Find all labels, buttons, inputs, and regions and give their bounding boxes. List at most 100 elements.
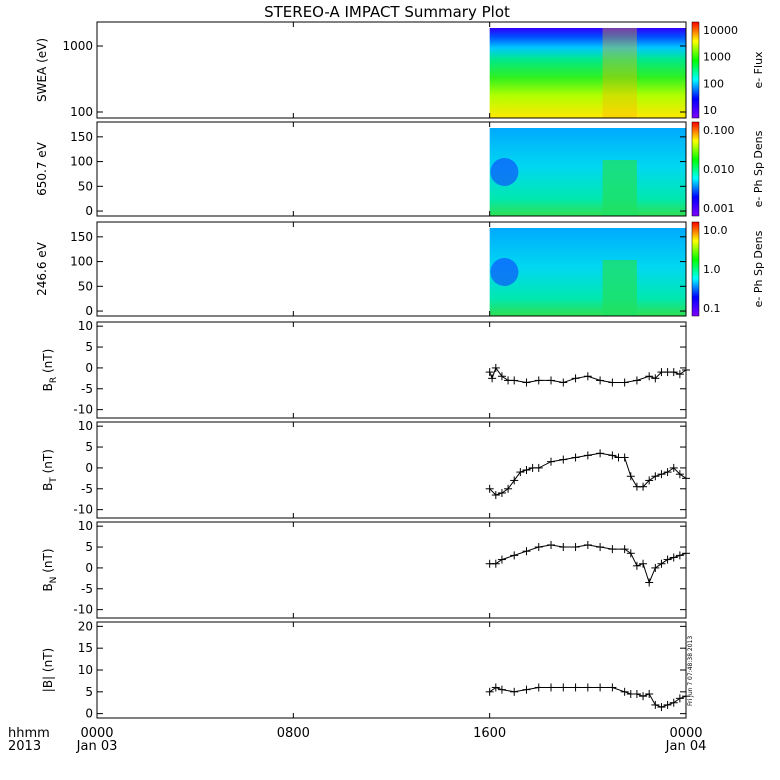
data-point [645,372,654,381]
x-tick-label-time: 1600 [473,726,506,741]
data-point [571,453,580,462]
panel-7: 0 5 10 15 20 |B| (nT) [41,619,690,721]
data-point [651,374,660,383]
y-tick-label: -5 [81,382,93,396]
data-point [491,559,500,568]
colorbar-tick-label: 0.001 [703,202,735,215]
y-tick-label: 150 [70,230,93,244]
data-point [485,368,494,377]
data-point [510,687,519,696]
colorbar-tick-label: 10 [703,104,717,117]
data-point [657,559,666,568]
y-tick-label: 15 [78,641,93,655]
data-point [522,685,531,694]
y-tick-label: 0 [85,304,93,318]
y-tick-label: 5 [85,440,93,454]
y-tick-label: 5 [85,685,93,699]
data-point [488,374,497,383]
data-point [534,543,543,552]
data-point [645,578,654,587]
data-point [608,683,617,692]
panel-frame [96,121,687,217]
data-point [682,692,690,701]
data-point [497,555,506,564]
y-tick-label: 0 [85,361,93,375]
data-point [583,540,592,549]
y-axis-label: BN (nT) [41,548,59,591]
data-point [626,549,635,558]
colorbar-tick-label: 0.010 [703,163,735,176]
y-tick-label: 5 [85,540,93,554]
colorbar-label: e- Ph Sp Dens [752,130,765,207]
spectrogram-1 [489,28,686,118]
data-point [547,376,556,385]
data-point [583,372,592,381]
data-point [675,551,684,560]
data-point [491,491,500,500]
panel-frame [96,421,687,519]
y-tick-label: 50 [78,279,93,293]
y-tick-label: 10 [78,319,93,333]
data-point [571,374,580,383]
data-point [675,470,684,479]
y-tick-label: 0 [85,204,93,218]
y-tick-label: 50 [78,179,93,193]
data-point [682,474,690,483]
spectrogram-fill [489,228,686,316]
data-point [596,376,605,385]
data-point [639,692,648,701]
data-point [682,549,690,558]
spectrogram-2 [489,128,686,216]
spectrogram-3 [489,228,686,316]
x-tick-label-time: 0000 [669,726,702,741]
x-tick-label-time: 0800 [277,726,310,741]
spectrogram-fill [489,128,686,216]
data-point [510,476,519,485]
data-point [547,683,556,692]
data-point [669,463,678,472]
data-point [522,466,531,474]
y-tick-label: 5 [85,340,93,354]
data-point [571,683,580,692]
timestamp-stamp: Fri Jun 7 07:48:38 2013 [687,636,694,706]
data-point [608,451,617,460]
y-tick-label: -5 [81,582,93,596]
data-point [675,694,684,703]
x-tick-label-date: Jan 04 [665,739,707,754]
data-point [682,366,690,374]
data-point [510,376,519,385]
data-point [669,553,678,562]
data-point [669,698,678,707]
data-point [620,545,629,554]
y-axis-label: SWEA (eV) [35,38,49,102]
spectrogram-low-spot [490,258,519,286]
panel-4: -10 -5 0 5 10 BR (nT) [41,319,690,419]
spectrogram-fill [489,28,686,118]
colorbar-scale [691,21,700,119]
data-point [651,563,660,572]
data-point [547,457,556,466]
x-tick-label-time: 0000 [80,726,113,741]
data-point [522,547,531,556]
panel-1: 100 1000 SWEA (eV) 10 100 1000 10000 e- Flux [35,21,765,119]
colorbar-label: e- Ph Sp Dens [752,230,765,307]
data-point [608,378,617,387]
data-point [596,683,605,692]
plot-title: STEREO-A IMPACT Summary Plot [264,3,510,21]
data-point [491,363,500,372]
y-tick-label: 0 [85,561,93,575]
data-point [497,488,506,497]
panel-6: -10 -5 0 5 10 BN (nT) [41,519,690,619]
colorbar-label: e- Flux [752,51,765,89]
colorbar-tick-label: 0.100 [703,124,735,137]
y-axis-label: BR (nT) [41,349,59,392]
y-tick-label: 100 [70,105,93,119]
y-tick-label: -10 [73,503,93,517]
colorbar-tick-label: 1.0 [703,263,721,276]
data-point [645,476,654,485]
data-point [620,687,629,696]
y-axis-label: BT (nT) [41,449,59,491]
data-point [583,451,592,460]
